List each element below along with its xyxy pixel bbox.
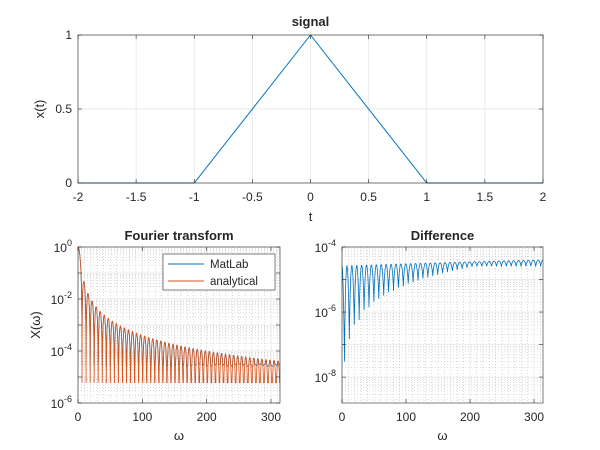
signal-axes: -2 -1.5 -1 -0.5 0 0.5 1 1.5 2 0 0.5 1 signal t x(t): [32, 14, 547, 224]
legend: MatLab analytical: [162, 253, 276, 291]
signal-title: signal: [292, 14, 330, 29]
legend-matlab-label: MatLab: [210, 259, 248, 271]
difference-ytick-label: 10-6: [315, 303, 336, 320]
difference-lines: [341, 259, 544, 362]
difference-xtick-label: 0: [339, 410, 346, 424]
fourier-ytick-label: 10-4: [51, 342, 72, 359]
signal-xtick-label: -2: [73, 190, 84, 204]
signal-xtick-label: -1.5: [126, 190, 147, 204]
signal-xtick-label: -0.5: [242, 190, 263, 204]
difference-ytick-base: 10: [315, 306, 329, 320]
difference-axes-box: [341, 246, 544, 404]
signal-xtick-label: -1: [189, 190, 200, 204]
fourier-ytick-label: 10-6: [51, 394, 72, 411]
fourier-ytick-base: 10: [51, 345, 65, 359]
difference-xtick-label: 100: [396, 410, 416, 424]
difference-ytick-base: 10: [315, 371, 329, 385]
signal-ticks: -2 -1.5 -1 -0.5 0 0.5 1 1.5 2 0 0.5 1: [55, 28, 546, 204]
signal-xtick-label: 0: [307, 190, 314, 204]
fourier-analytical-line: [77, 246, 281, 384]
difference-line: [341, 259, 544, 362]
signal-xtick-label: 1.5: [477, 190, 494, 204]
fourier-lines: [77, 246, 281, 384]
signal-ytick-label: 1: [65, 28, 72, 42]
fourier-xtick-label: 200: [197, 410, 217, 424]
signal-ytick-label: 0.5: [55, 102, 72, 116]
legend-box: [162, 253, 276, 291]
fourier-ylabel: X(ω): [28, 311, 43, 338]
fourier-ytick-label: 100: [54, 238, 72, 255]
difference-xlabel: ω: [437, 428, 447, 443]
legend-analytical-label: analytical: [210, 276, 258, 288]
fourier-ytick-exponent: -4: [64, 342, 72, 352]
signal-xtick-label: 1: [423, 190, 430, 204]
difference-ytick-base: 10: [315, 241, 329, 255]
fourier-ytick-base: 10: [51, 397, 65, 411]
signal-xtick-label: 0.5: [360, 190, 377, 204]
signal-xlabel: t: [309, 209, 313, 224]
difference-ytick-exponent: -4: [328, 238, 336, 248]
difference-ytick-exponent: -6: [328, 303, 336, 313]
difference-ytick-label: 10-8: [315, 368, 336, 385]
signal-ytick-label: 0: [65, 176, 72, 190]
fourier-ytick-label: 10-2: [51, 290, 72, 307]
fourier-ytick-exponent: -2: [64, 290, 72, 300]
fourier-xtick-label: 300: [261, 410, 281, 424]
difference-xtick-label: 200: [460, 410, 480, 424]
difference-xtick-label: 300: [524, 410, 544, 424]
fourier-ytick-base: 10: [51, 293, 65, 307]
signal-ylabel: x(t): [32, 100, 47, 119]
fourier-ytick-exponent: 0: [67, 238, 72, 248]
signal-xtick-label: 2: [540, 190, 547, 204]
difference-ytick-exponent: -8: [328, 368, 336, 378]
fourier-xlabel: ω: [174, 428, 184, 443]
fourier-ytick-base: 10: [54, 241, 68, 255]
difference-title: Difference: [411, 228, 475, 243]
fourier-xtick-label: 0: [75, 410, 82, 424]
difference-ytick-label: 10-4: [315, 238, 336, 255]
fourier-title: Fourier transform: [124, 228, 233, 243]
fourier-ytick-exponent: -6: [64, 394, 72, 404]
fourier-xtick-label: 100: [132, 410, 152, 424]
